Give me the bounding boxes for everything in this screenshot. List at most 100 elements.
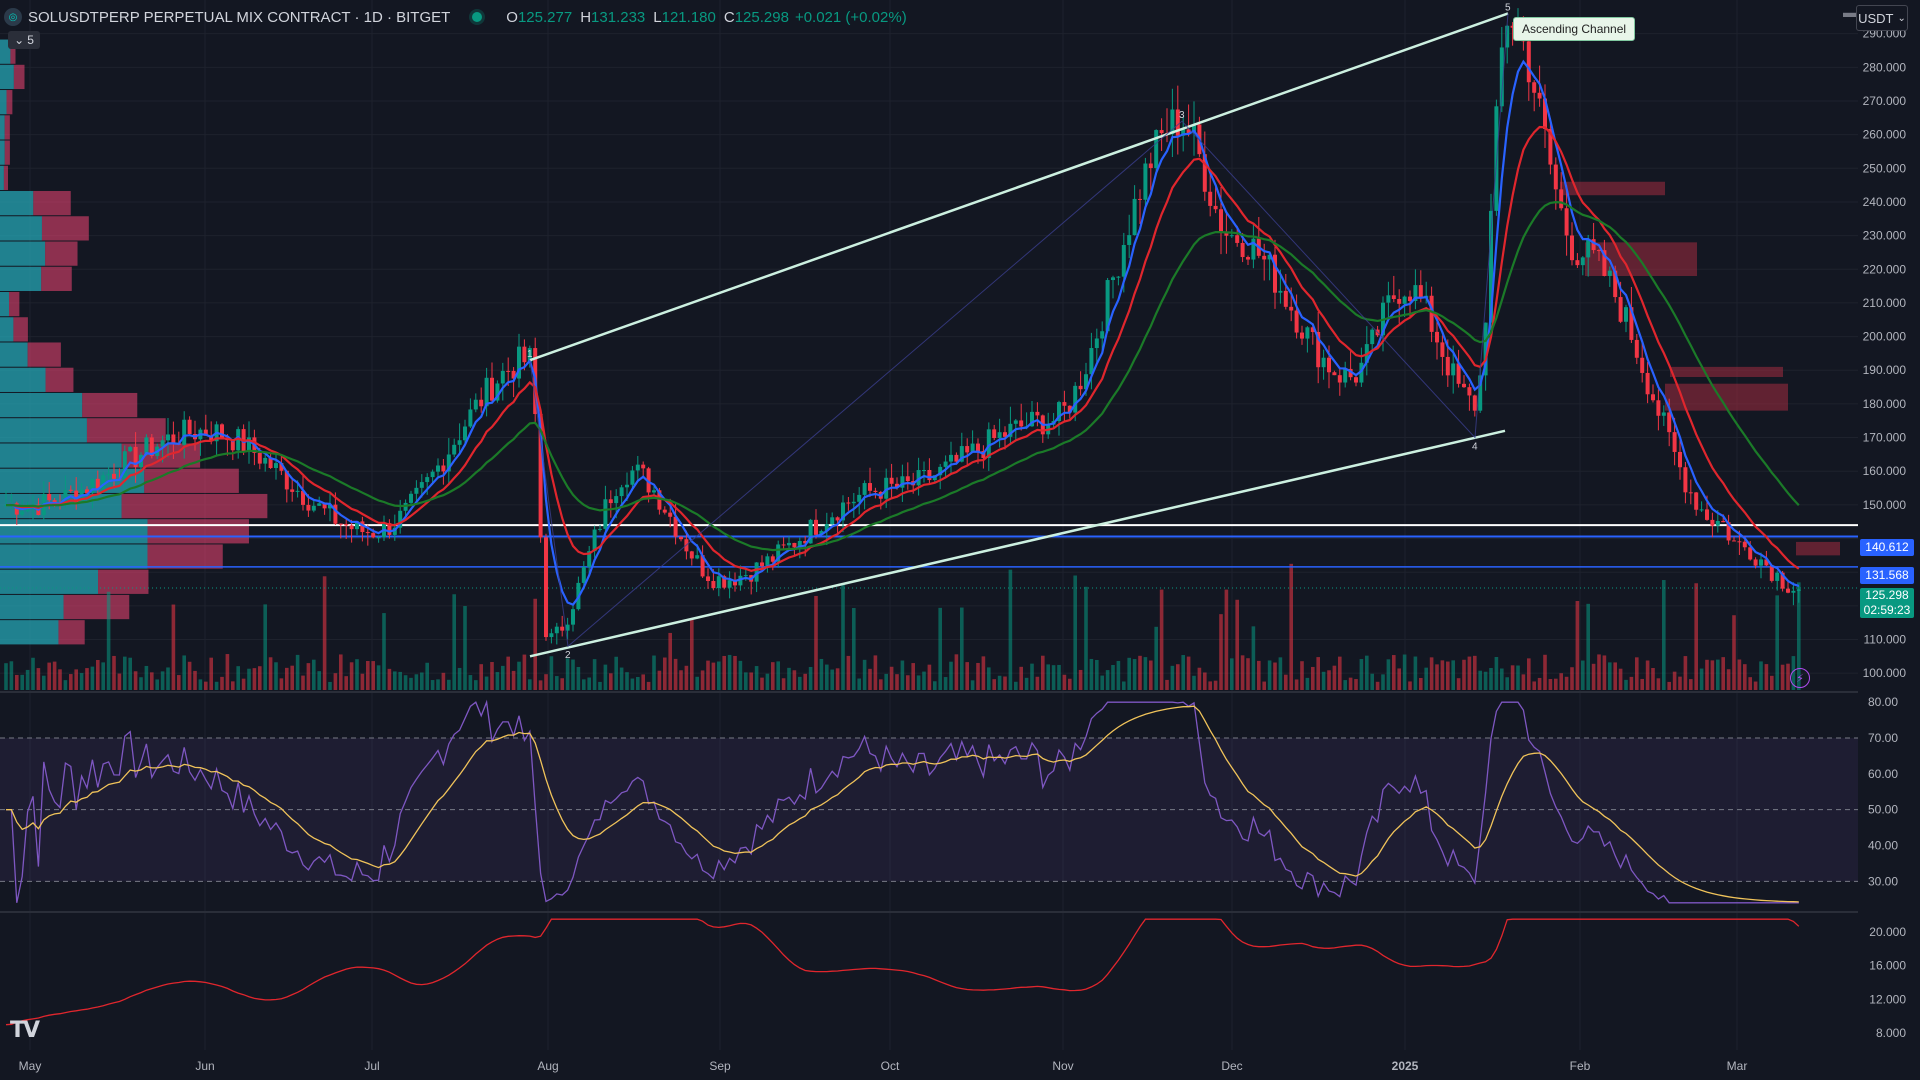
candle-body (68, 489, 73, 491)
volume-bar (441, 672, 446, 690)
volume-profile (0, 39, 268, 645)
volume-bar (452, 594, 456, 690)
volume-bar (31, 657, 35, 690)
volume-bar (1462, 659, 1466, 690)
rsi-tick-label: 60.00 (1868, 767, 1898, 781)
volume-bar (760, 677, 764, 690)
channel-upper-line (529, 12, 1509, 362)
volume-bar (1127, 657, 1131, 690)
candle-body (970, 443, 975, 453)
volume-bar (74, 669, 78, 690)
volume-bar (1494, 656, 1499, 690)
volume-bar (1694, 583, 1698, 690)
bolt-icon[interactable]: ⚡ (1790, 668, 1810, 688)
symbol-header[interactable]: ◎ SOLUSDTPERP PERPETUAL MIX CONTRACT · 1… (4, 6, 909, 28)
volume-bar (328, 681, 332, 690)
vp-bar-down (10, 39, 16, 64)
volume-bar (846, 655, 851, 690)
volume-bar (1786, 663, 1790, 690)
candle-body (1175, 109, 1180, 136)
volume-bar (339, 654, 343, 690)
tradingview-logo[interactable]: TV (10, 1018, 40, 1043)
vp-bar-up (0, 39, 11, 64)
volume-bar (641, 674, 645, 690)
volume-bar (722, 655, 726, 690)
volume-bar (1602, 655, 1607, 690)
volume-bar (1570, 667, 1574, 690)
ascending-channel-label[interactable]: Ascending Channel (1513, 17, 1636, 41)
volume-bar (355, 659, 359, 690)
vp-bar-up (0, 594, 64, 620)
volume-bar (112, 655, 116, 690)
volume-bar (1208, 681, 1212, 690)
candle-body (149, 437, 154, 456)
volume-bar (819, 658, 824, 690)
candle-body (1397, 299, 1402, 304)
volume-bars (4, 563, 1801, 690)
volume-bar (1278, 657, 1283, 690)
ascending-channel[interactable]: 1 2 3 4 5 (527, 2, 1511, 661)
volume-bar (63, 680, 68, 690)
volume-bar (1548, 678, 1553, 690)
candle-body (565, 624, 570, 631)
candle-body (1748, 547, 1753, 560)
volume-bar (484, 676, 489, 690)
candle-body (1316, 331, 1321, 368)
candle-body (959, 446, 964, 462)
close-label: C (723, 8, 735, 26)
candle-body (90, 478, 95, 494)
candle-body (1678, 451, 1682, 468)
price-tick-label: 100.000 (1863, 666, 1907, 680)
vp-bar-down (13, 317, 28, 342)
candle-body (760, 562, 764, 567)
volume-bar (506, 656, 510, 690)
candle-body (603, 499, 608, 529)
symbol-title[interactable]: SOLUSDTPERP PERPETUAL MIX CONTRACT · 1D … (28, 8, 451, 26)
candle-body (425, 477, 430, 483)
rsi-tick-label: 70.00 (1868, 731, 1898, 745)
candle-body (1559, 189, 1564, 209)
rsi-line (6, 699, 1799, 904)
candle-body (1462, 383, 1466, 388)
candle-body (614, 496, 619, 504)
candle-body (355, 521, 359, 530)
wave-path (529, 13, 1509, 648)
low-label: L (653, 8, 662, 26)
volume-bar (517, 661, 521, 690)
candle-body (527, 348, 532, 363)
candle-body (1224, 232, 1229, 236)
volume-bar (1186, 656, 1191, 690)
volume-bar (1375, 681, 1380, 690)
candle-body (144, 437, 149, 455)
indicators-collapse-button[interactable]: ⌄ 5 (8, 31, 40, 49)
volume-bar (576, 667, 581, 690)
volume-bar (1316, 657, 1320, 690)
currency-select[interactable]: USDT ⌄ (1856, 5, 1908, 31)
candle-body (365, 532, 370, 534)
candle-body (1688, 492, 1693, 494)
candle-body (743, 575, 748, 577)
candle-body (1591, 239, 1596, 251)
volume-bar (133, 671, 138, 690)
volume-bar (1051, 665, 1056, 690)
volume-bar (646, 681, 651, 690)
candle-body (625, 484, 629, 488)
window-control-icon[interactable]: ▬ (1843, 4, 1857, 20)
volume-bar (1478, 670, 1482, 690)
volume-bar (938, 607, 942, 690)
volume-bar (1683, 656, 1688, 690)
low-value: 121.180 (661, 8, 716, 26)
high-value: 131.233 (591, 8, 646, 26)
candle-body (1780, 572, 1785, 589)
vp-bar-down (86, 418, 166, 443)
candle-body (463, 426, 467, 441)
volume-bar (160, 671, 165, 690)
indicator-tick-label: 8.000 (1876, 1026, 1906, 1040)
candle-body (608, 499, 613, 504)
volume-bar (1138, 655, 1142, 690)
candle-body (776, 544, 781, 562)
horizontal-lines[interactable] (0, 524, 1858, 589)
market-status-icon[interactable] (472, 12, 483, 22)
vp-bar-up (0, 620, 59, 645)
